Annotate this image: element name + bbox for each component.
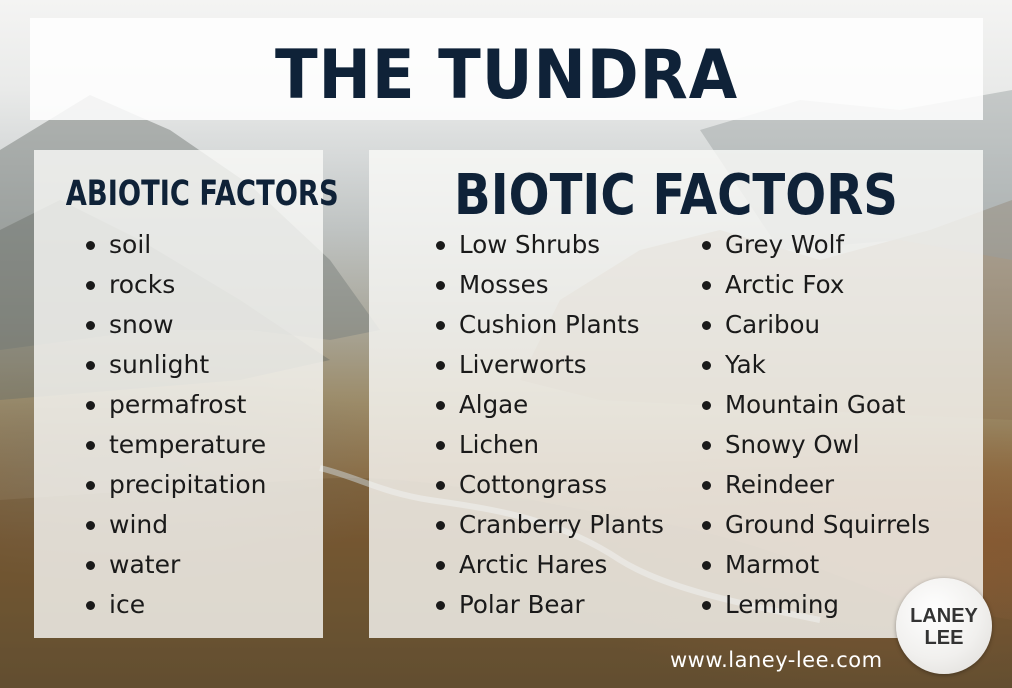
abiotic-item: temperature: [79, 425, 267, 465]
abiotic-item: permafrost: [79, 385, 267, 425]
website-url: www.laney-lee.com: [670, 648, 883, 672]
biotic-item: Algae: [429, 385, 664, 425]
abiotic-heading: ABIOTIC FACTORS: [65, 174, 339, 214]
biotic-item: Snowy Owl: [695, 425, 930, 465]
biotic-item: Mosses: [429, 265, 664, 305]
biotic-heading: BIOTIC FACTORS: [453, 163, 899, 228]
abiotic-item: wind: [79, 505, 267, 545]
biotic-item: Arctic Fox: [695, 265, 930, 305]
biotic-item: Cottongrass: [429, 465, 664, 505]
biotic-item: Polar Bear: [429, 585, 664, 625]
biotic-list-animals: Grey Wolf Arctic Fox Caribou Yak Mountai…: [695, 225, 930, 625]
biotic-item: Yak: [695, 345, 930, 385]
biotic-item: Lichen: [429, 425, 664, 465]
abiotic-item: water: [79, 545, 267, 585]
abiotic-list: soil rocks snow sunlight permafrost temp…: [79, 225, 267, 625]
biotic-item: Marmot: [695, 545, 930, 585]
biotic-item: Grey Wolf: [695, 225, 930, 265]
abiotic-item: sunlight: [79, 345, 267, 385]
biotic-factors-panel: BIOTIC FACTORS Low Shrubs Mosses Cushion…: [369, 150, 983, 638]
logo-text-line2: LEE: [924, 627, 964, 649]
biotic-item: Ground Squirrels: [695, 505, 930, 545]
biotic-item: Cranberry Plants: [429, 505, 664, 545]
page-title: THE TUNDRA: [274, 36, 739, 115]
biotic-list-plants: Low Shrubs Mosses Cushion Plants Liverwo…: [429, 225, 664, 625]
biotic-item: Arctic Hares: [429, 545, 664, 585]
biotic-item: Caribou: [695, 305, 930, 345]
biotic-item: Liverworts: [429, 345, 664, 385]
biotic-item: Mountain Goat: [695, 385, 930, 425]
laney-lee-logo: LANEY LEE: [896, 578, 992, 674]
biotic-item: Low Shrubs: [429, 225, 664, 265]
biotic-item: Lemming: [695, 585, 930, 625]
biotic-item: Reindeer: [695, 465, 930, 505]
title-banner: THE TUNDRA: [30, 18, 983, 120]
biotic-item: Cushion Plants: [429, 305, 664, 345]
abiotic-item: snow: [79, 305, 267, 345]
abiotic-item: ice: [79, 585, 267, 625]
abiotic-item: precipitation: [79, 465, 267, 505]
abiotic-item: rocks: [79, 265, 267, 305]
abiotic-item: soil: [79, 225, 267, 265]
abiotic-factors-panel: ABIOTIC FACTORS soil rocks snow sunlight…: [34, 150, 339, 638]
logo-text-line1: LANEY: [910, 605, 978, 627]
